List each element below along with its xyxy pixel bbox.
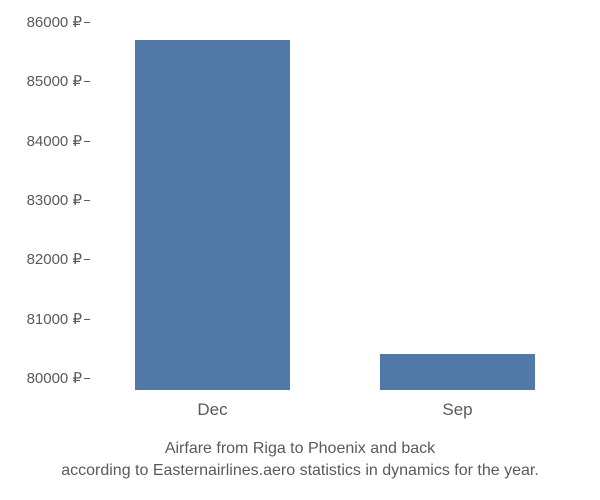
plot-area: 80000 ₽81000 ₽82000 ₽83000 ₽84000 ₽85000… — [90, 10, 580, 390]
y-tick-label: 81000 ₽ — [27, 310, 90, 328]
y-tick-mark — [84, 200, 90, 201]
airfare-bar-chart: 80000 ₽ 81000 ₽ 82000 ₽ 83000 ₽ 84000 ₽ 85000… — [0, 0, 600, 500]
caption-line-1: Airfare from Riga to Phoenix and back — [165, 440, 435, 457]
y-tick-label: 80000 ₽ — [27, 369, 90, 387]
y-tick-label: 83000 ₽ — [27, 191, 90, 209]
chart-caption: Airfare from Riga to Phoenix and back ac… — [0, 438, 600, 481]
x-tick-label: Dec — [197, 390, 227, 420]
y-tick-mark — [84, 22, 90, 23]
bar — [135, 40, 289, 390]
y-tick-label: 86000 ₽ — [27, 13, 90, 31]
y-tick-label: 85000 ₽ — [27, 72, 90, 90]
caption-line-2: according to Easternairlines.aero statis… — [61, 462, 539, 479]
y-tick-mark — [84, 259, 90, 260]
y-tick-mark — [84, 141, 90, 142]
y-tick-mark — [84, 378, 90, 379]
y-tick-label: 84000 ₽ — [27, 132, 90, 150]
y-tick-mark — [84, 319, 90, 320]
y-tick-mark — [84, 81, 90, 82]
bar — [380, 354, 534, 390]
x-tick-label: Sep — [442, 390, 472, 420]
y-tick-label: 82000 ₽ — [27, 250, 90, 268]
